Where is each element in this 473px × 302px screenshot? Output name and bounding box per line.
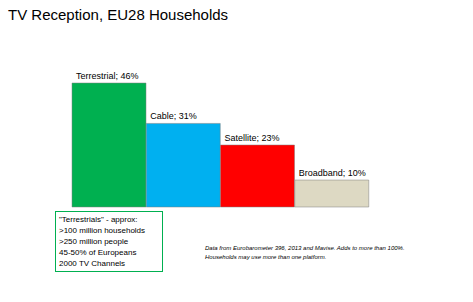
- html-text:45-50% of Europeans: 45-50% of Europeans: [59, 248, 137, 257]
- html-text:>250 million people: >250 million people: [59, 237, 129, 246]
- html-text:Data from Eurobarometer 396, 2: Data from Eurobarometer 396, 2013 and Ma…: [205, 245, 405, 251]
- html-text:Households may use more than o: Households may use more than one platfor…: [205, 254, 327, 260]
- html-text:TV Reception, EU28 Households: TV Reception, EU28 Households: [8, 6, 229, 23]
- svg-text:Terrestrial; 46%: Terrestrial; 46%: [76, 71, 139, 81]
- svg-text:Cable; 31%: Cable; 31%: [150, 111, 197, 121]
- svg-text:Satellite; 23%: Satellite; 23%: [225, 133, 280, 143]
- svg-text:Broadband; 10%: Broadband; 10%: [299, 168, 366, 178]
- html-text:"Terrestrials" - approx:: "Terrestrials" - approx:: [59, 215, 138, 224]
- html-text:2000 TV Channels: 2000 TV Channels: [59, 259, 126, 268]
- html-text:>100 million households: >100 million households: [59, 226, 146, 235]
